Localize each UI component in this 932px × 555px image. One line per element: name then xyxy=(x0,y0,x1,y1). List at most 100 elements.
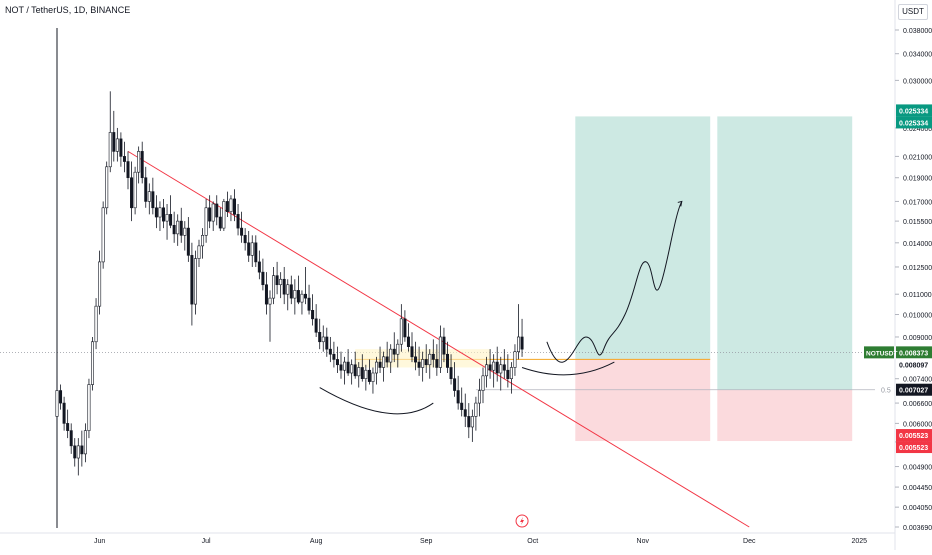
candle-body xyxy=(250,242,254,256)
candle-body xyxy=(275,275,279,286)
currency-selector[interactable]: USDT xyxy=(898,4,928,20)
candle-body xyxy=(193,258,197,305)
candle-body xyxy=(495,361,499,374)
candle-body xyxy=(438,336,442,368)
candle-body xyxy=(410,346,414,358)
candle-body xyxy=(190,255,194,305)
y-tick-label: 0.009000 xyxy=(903,335,932,342)
y-tick-label: 0.004900 xyxy=(903,465,932,472)
projection-path xyxy=(546,201,683,363)
candle-body xyxy=(165,214,169,222)
candle-body xyxy=(346,361,350,374)
candle-body xyxy=(406,336,410,347)
y-tick-label: 0.034000 xyxy=(903,52,932,59)
symbol-tag: NOTUSDT xyxy=(866,350,897,357)
candle-body xyxy=(456,390,460,404)
candle-body xyxy=(201,235,205,247)
x-tick-label: Jun xyxy=(94,538,105,545)
candle-body xyxy=(417,361,421,368)
candle-body xyxy=(169,214,173,226)
price-labels: 0.025334 0.025334 0.005523 0.005523 0.008373… xyxy=(864,104,932,454)
candle-body xyxy=(147,191,151,202)
candle-body xyxy=(98,261,102,307)
profit-zone-2 xyxy=(717,116,853,390)
candle-body xyxy=(350,364,354,374)
candle-body xyxy=(105,166,109,209)
fib-price-label: 0.007027 xyxy=(899,388,928,395)
candle-body xyxy=(396,343,400,355)
candle-body xyxy=(367,369,371,382)
symbol-tag-bg xyxy=(864,346,894,359)
y-tick-label: 0.012500 xyxy=(903,265,932,272)
candle-body xyxy=(421,359,425,368)
candle-body xyxy=(215,203,219,218)
entry-price-label-bg xyxy=(896,358,932,371)
y-tick-label: 0.014000 xyxy=(903,241,932,248)
candle-body xyxy=(208,207,212,222)
candle-body xyxy=(240,227,244,236)
candles xyxy=(55,91,524,476)
candle-body xyxy=(428,353,432,366)
candle-body xyxy=(332,353,336,360)
candle-body xyxy=(453,378,457,391)
candle-body xyxy=(435,359,439,368)
stop-price-label-2-bg xyxy=(896,441,932,454)
candle-body xyxy=(76,445,80,459)
candle-body xyxy=(311,310,315,320)
candle-body xyxy=(204,207,208,236)
fib-level-label: 0.5 xyxy=(881,388,891,395)
candle-body xyxy=(424,359,428,366)
candle-body xyxy=(158,207,162,218)
entry-price-label: 0.008097 xyxy=(899,362,928,369)
candle-body xyxy=(69,430,73,447)
candle-body xyxy=(296,290,300,303)
candle-body xyxy=(374,361,378,374)
x-tick-label: Dec xyxy=(743,538,756,545)
candle-body xyxy=(385,356,389,363)
candle-body xyxy=(176,220,180,235)
candle-body xyxy=(233,198,237,215)
position-zones xyxy=(575,116,853,442)
candle-body xyxy=(492,361,496,371)
stop-price-label: 0.005523 xyxy=(899,433,928,440)
candle-body xyxy=(357,367,361,377)
stop-price-label-bg xyxy=(896,429,932,442)
candle-body xyxy=(353,364,357,377)
candle-body xyxy=(364,369,368,379)
exchange: BINANCE xyxy=(90,5,131,15)
candle-body xyxy=(254,242,258,263)
candle-body xyxy=(122,156,126,162)
candle-body xyxy=(197,245,201,259)
candle-body xyxy=(183,227,187,236)
candle-body xyxy=(399,318,403,345)
symbol-title[interactable]: NOT / TetherUS, 1D, BINANCE xyxy=(5,5,130,15)
y-tick-label: 0.019000 xyxy=(903,176,932,183)
candle-body xyxy=(172,224,176,235)
y-tick-label: 0.004050 xyxy=(903,505,932,512)
candle-body xyxy=(325,336,329,350)
x-tick-label: Jul xyxy=(202,538,211,545)
title-sep-2: , xyxy=(85,5,91,15)
candle-body xyxy=(378,361,382,368)
candle-body xyxy=(488,364,492,371)
candle-body xyxy=(371,372,375,382)
profit-zone-1 xyxy=(575,116,711,360)
candle-body xyxy=(463,409,467,417)
candle-body xyxy=(126,161,130,179)
candle-body xyxy=(300,293,304,303)
candle-body xyxy=(474,402,478,417)
candle-body xyxy=(137,151,141,173)
fib-price-label-bg xyxy=(896,383,932,396)
candle-body xyxy=(80,445,84,455)
candle-body xyxy=(112,132,116,152)
candle-body xyxy=(73,445,77,459)
candle-body xyxy=(481,375,485,391)
candle-body xyxy=(144,177,148,202)
candle-body xyxy=(83,430,87,455)
candle-body xyxy=(445,353,449,368)
candle-body xyxy=(520,336,524,350)
candle-body xyxy=(115,138,119,152)
